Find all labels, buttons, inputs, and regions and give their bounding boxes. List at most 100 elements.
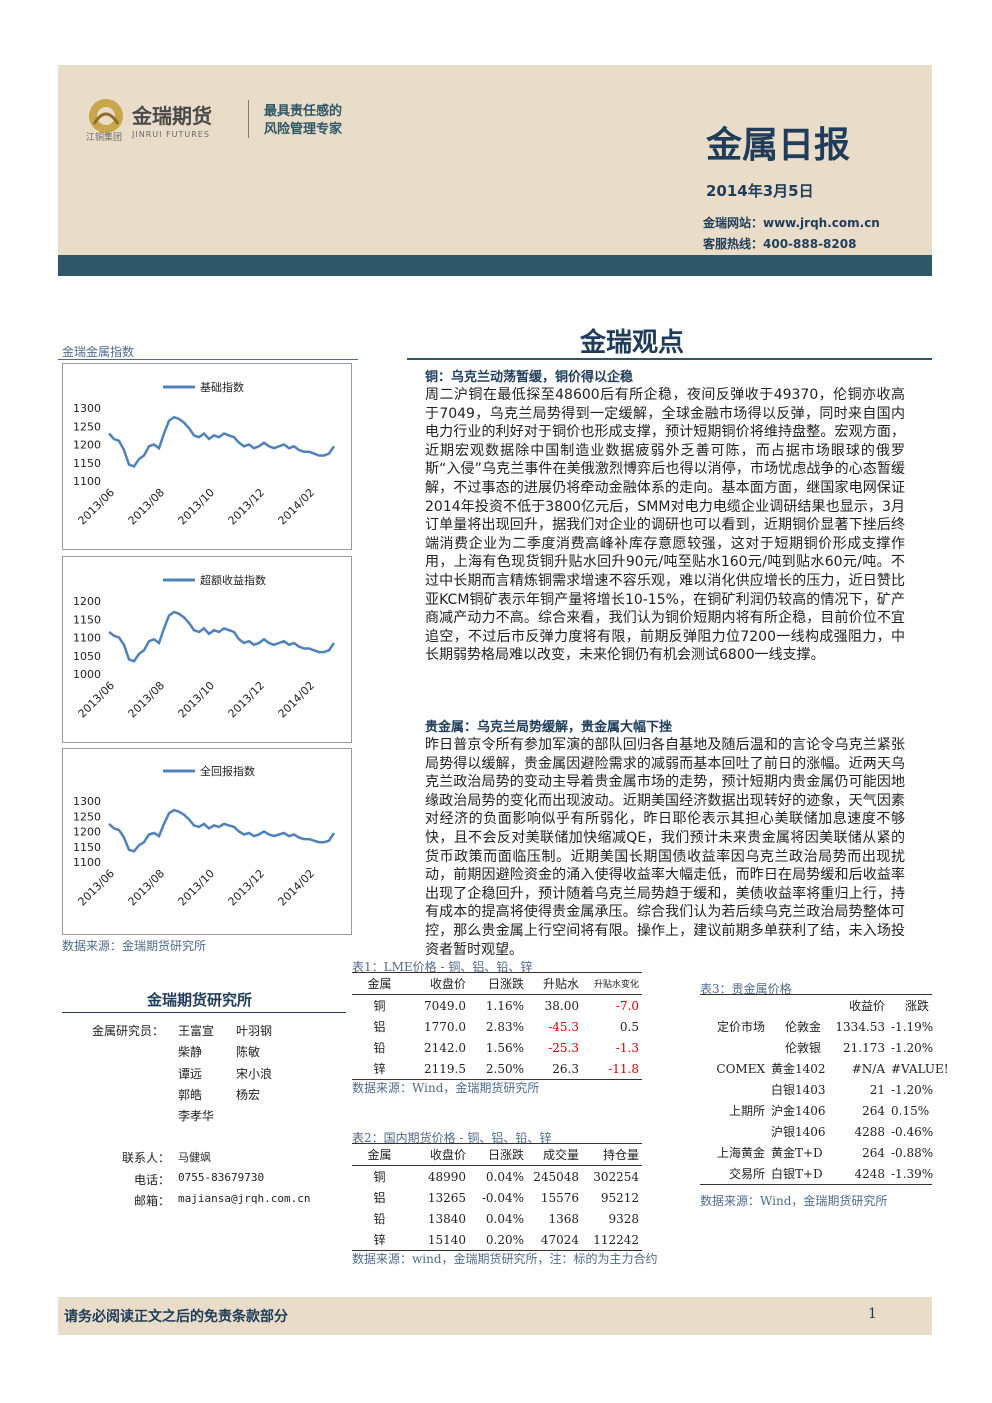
market-cell: [700, 1037, 768, 1058]
data-cell: 7049.0: [424, 998, 466, 1013]
change-cell: -0.88%: [891, 1145, 934, 1160]
data-row: 交易所 白银T+D 4248 -1.39%: [700, 1163, 933, 1185]
slogan: 最具责任感的 风险管理专家: [264, 103, 342, 139]
article-text: 周二沪铜在最低探至48600后有所企稳，夜间反弹收于49370，伦铜亦收高于70…: [425, 387, 905, 664]
y-tick-label: 1100: [73, 475, 101, 488]
website: 金瑞网站：www.jrqh.com.cn: [703, 216, 880, 230]
data-cell: -7.0: [615, 998, 639, 1013]
market-cell: COMEX: [716, 1061, 765, 1076]
slogan-line: 风险管理专家: [264, 122, 343, 137]
researcher-name: 王富宣: [178, 1024, 215, 1038]
data-cell: 0.20%: [485, 1232, 524, 1247]
market-cell: [700, 1121, 768, 1142]
x-tick-label: 2013/10: [176, 679, 218, 721]
article-heading: 贵金属：乌克兰局势缓解，贵金属大幅下挫: [425, 720, 673, 735]
data-row: 上海黄金 黄金T+D 264 -0.88%: [700, 1142, 934, 1163]
y-tick-label: 1200: [73, 595, 101, 608]
contact-label: 邮箱：: [133, 1194, 170, 1208]
hotline: 客服热线：400-888-8208: [703, 237, 857, 251]
data-cell: 112242: [593, 1232, 639, 1247]
researcher-name: 杨宏: [236, 1087, 261, 1102]
data-cell: 铜: [373, 1170, 386, 1184]
report-date: 2014年3月5日: [706, 182, 814, 200]
researcher-name: 谭远: [178, 1066, 203, 1081]
data-row: COMEX 黄金1402 #N/A #VALUE!: [700, 1058, 948, 1079]
researcher-name: 李孝华: [178, 1109, 215, 1124]
chart-box: 1100 1150 1200 1250 1300 2013/06 2013/08 2013/1…: [62, 363, 352, 550]
data-cell: 47024: [540, 1232, 579, 1247]
market-cell: [700, 1079, 768, 1100]
rule: [58, 359, 358, 360]
data-cell: -0.04%: [481, 1190, 524, 1205]
y-tick-label: 1100: [73, 632, 101, 645]
name-cell: 沪金1406: [771, 1104, 826, 1118]
price-cell: 4248: [854, 1166, 885, 1181]
price-cell: 21.173: [843, 1040, 885, 1055]
price-cell: 21: [869, 1082, 885, 1097]
rule: [407, 358, 932, 360]
price-cell: 1334.53: [835, 1019, 885, 1034]
data-cell: 13840: [427, 1211, 466, 1226]
header-cell: 金属: [367, 977, 392, 991]
chart-panel-title: 金瑞金属指数: [62, 345, 135, 359]
data-cell: 15576: [540, 1190, 579, 1205]
sidebar-title: 金瑞期货研究所: [147, 991, 253, 1009]
researcher-label: 金属研究员：: [92, 1024, 165, 1038]
logo-icon: [89, 99, 123, 133]
y-tick-label: 1250: [73, 420, 101, 433]
data-row: 白银1403 21 -1.20%: [700, 1079, 933, 1100]
researcher-name: 郭皓: [178, 1087, 203, 1102]
disclaimer: 请务必阅读正文之后的免责条款部分: [64, 1309, 288, 1325]
data-cell: 铅: [373, 1041, 386, 1055]
x-tick-label: 2014/02: [276, 867, 318, 909]
header-cell: 收盘价: [429, 1148, 466, 1162]
market-cell: 上海黄金: [716, 1146, 765, 1160]
data-cell: 1.56%: [485, 1040, 524, 1055]
price-cell: 4288: [854, 1124, 885, 1139]
header-cell: [700, 995, 768, 1017]
data-row: 锌 15140 0.20% 47024 112242: [352, 1229, 642, 1251]
data-cell: -45.3: [548, 1019, 579, 1034]
data-row: 锌 2119.5 2.50% 26.3 -11.8: [352, 1058, 642, 1080]
data-table: 金属 收盘价 日涨跌 成交量 持仓量铜 48990 0.04% 245048 302254 铝 13…: [352, 1143, 642, 1251]
legend-label: 基础指数: [200, 380, 244, 394]
header-cell: 升贴水: [542, 977, 579, 991]
name-cell: 白银1403: [771, 1083, 826, 1097]
table-body: 金属 收盘价 日涨跌 升贴水 升贴水变化铜 7049.0 1.16% 38.00 -7.0 铝 17…: [352, 972, 642, 1080]
table-source: 数据来源：Wind，金瑞期货研究所: [700, 1194, 888, 1208]
data-cell: 铜: [373, 999, 386, 1013]
y-tick-label: 1150: [73, 613, 101, 626]
y-tick-label: 1200: [73, 439, 101, 452]
data-cell: 38.00: [544, 998, 579, 1013]
data-row: 上期所 沪金1406 264 0.15%: [700, 1100, 932, 1121]
data-cell: 26.3: [552, 1061, 579, 1076]
researcher-name: 陈敏: [236, 1045, 261, 1060]
data-cell: 锌: [373, 1233, 386, 1247]
data-table: 金属 收盘价 日涨跌 升贴水 升贴水变化铜 7049.0 1.16% 38.00 -7.0 铝 17…: [352, 972, 642, 1080]
market-cell: 交易所: [728, 1167, 765, 1181]
x-tick-label: 2013/06: [76, 867, 118, 909]
header-cell: 收益价: [848, 999, 885, 1013]
data-cell: 铝: [373, 1020, 386, 1034]
x-tick-label: 2013/12: [226, 867, 268, 909]
header-cell: 成交量: [542, 1148, 579, 1162]
table-body: 金属 收盘价 日涨跌 成交量 持仓量铜 48990 0.04% 245048 302254 铝 13…: [352, 1143, 642, 1251]
data-row: 沪银1406 4288 -0.46%: [700, 1121, 933, 1142]
data-cell: 302254: [593, 1169, 639, 1184]
table-title: 表3：贵金属价格: [700, 982, 792, 996]
data-row: 铝 13265 -0.04% 15576 95212: [352, 1187, 642, 1208]
contact-label: 电话：: [133, 1172, 170, 1187]
researcher-name: 柴静: [178, 1045, 203, 1060]
table-source: 数据来源：wind，金瑞期货研究所，注：标的为主力合约: [352, 1252, 658, 1266]
series-line: [108, 610, 336, 663]
x-tick-label: 2013/08: [126, 867, 168, 909]
data-row: 铅 2142.0 1.56% -25.3 -1.3: [352, 1037, 642, 1058]
data-cell: -11.8: [608, 1061, 639, 1076]
legend-label: 全回报指数: [200, 764, 255, 778]
article-heading: 铜：乌克兰动荡暂缓，铜价得以企稳: [425, 370, 634, 385]
data-cell: 13265: [427, 1190, 466, 1205]
